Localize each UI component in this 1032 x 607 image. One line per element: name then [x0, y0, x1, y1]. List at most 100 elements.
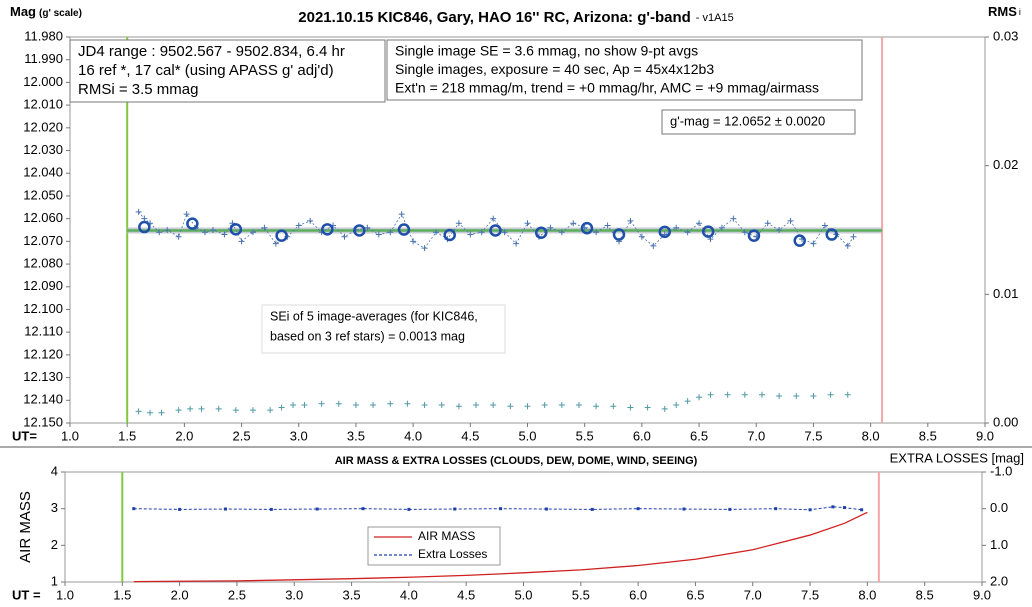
data-point [250, 229, 256, 236]
x-tick-label: 7.0 [747, 428, 765, 443]
data-point [370, 401, 377, 408]
y2-label: RMS [988, 4, 1017, 19]
data-point [644, 404, 651, 411]
data-point [490, 401, 497, 408]
data-point [793, 392, 800, 399]
y-axis-label: Mag (g' scale) [10, 4, 82, 19]
data-point [810, 392, 817, 399]
data-point [741, 391, 748, 398]
y-tick-label: 12.090 [23, 278, 63, 293]
data-point [558, 229, 565, 236]
x-tick-label: 1.0 [61, 428, 79, 443]
data-point [593, 403, 600, 410]
data-point [696, 220, 703, 227]
x-tick-label: 3.5 [343, 587, 361, 602]
data-point [318, 400, 325, 407]
data-point [844, 242, 851, 249]
x-tick-label: 7.0 [744, 587, 762, 602]
data-point [175, 407, 182, 414]
annotation-box [69, 39, 386, 103]
data-point [223, 507, 227, 511]
chart-title: 2021.10.15 KIC846, Gary, HAO 16'' RC, Ar… [298, 9, 733, 26]
y-tick-label: 12.150 [23, 414, 63, 429]
data-point [590, 507, 594, 511]
data-point [455, 220, 462, 227]
series-line [133, 511, 868, 583]
data-point [758, 391, 765, 398]
y-tick-label: 12.130 [23, 369, 63, 384]
y2-tick-label: 0.00 [993, 414, 1018, 429]
x-tick-label: 2.5 [228, 587, 246, 602]
x-tick-label: 1.5 [118, 428, 136, 443]
data-point [810, 240, 817, 247]
x-tick-label: 3.0 [290, 428, 308, 443]
data-point [410, 238, 417, 245]
data-point [570, 220, 577, 227]
y-tick-label: 12.000 [23, 74, 63, 89]
data-point [295, 222, 302, 229]
data-point [682, 507, 686, 511]
x-tick-label: 4.0 [404, 428, 422, 443]
data-point [135, 408, 142, 415]
x-tick-label: 4.5 [461, 428, 479, 443]
x-tick-label: 8.5 [916, 587, 934, 602]
y-tick-label: 2 [51, 537, 58, 552]
x-tick-label: 3.5 [347, 428, 365, 443]
data-point [315, 507, 319, 511]
legend-label: AIR MASS [418, 529, 475, 543]
data-point [627, 404, 634, 411]
data-point [507, 403, 514, 410]
data-point [261, 224, 268, 231]
data-point [215, 405, 222, 412]
data-point [352, 401, 359, 408]
x-tick-label: 4.0 [400, 587, 418, 602]
data-point [499, 507, 503, 511]
y-tick-label: 12.070 [23, 233, 63, 248]
data-point [421, 245, 428, 252]
x-tick-label: 6.5 [690, 428, 708, 443]
y-label-sub: (g' scale) [39, 8, 82, 19]
data-point [661, 405, 668, 412]
annotation-text: based on 3 ref stars) = 0.0013 mag [270, 329, 465, 343]
average-point [793, 234, 806, 247]
data-point [650, 242, 657, 249]
data-point [684, 398, 691, 405]
annotation-box [661, 109, 856, 135]
data-point [827, 391, 834, 398]
data-point [433, 229, 439, 236]
data-point [147, 409, 154, 416]
data-point [455, 403, 462, 410]
average-point [275, 229, 288, 242]
data-point [718, 224, 725, 231]
data-point [238, 238, 245, 245]
data-point [272, 240, 279, 247]
data-point [627, 217, 634, 224]
x-tick-label: 9.0 [976, 428, 994, 443]
data-point [478, 229, 485, 236]
data-point [513, 240, 520, 247]
data-point [361, 507, 365, 511]
data-point [707, 391, 714, 398]
data-point [387, 400, 394, 407]
x-tick-label: 6.0 [633, 428, 651, 443]
y-tick-label: 12.010 [23, 97, 63, 112]
data-point [132, 507, 136, 511]
data-point [467, 231, 474, 238]
data-point [787, 217, 794, 224]
x-tick-label: 3.0 [285, 587, 303, 602]
annotation-box [261, 304, 506, 354]
annotation-box [386, 39, 863, 101]
data-point [307, 217, 314, 224]
data-point [490, 215, 497, 222]
x-tick-label: 4.5 [457, 587, 475, 602]
x-tick-label: 8.0 [862, 428, 880, 443]
data-point [221, 231, 228, 238]
data-point [473, 401, 480, 408]
y-tick-label: 12.140 [23, 392, 63, 407]
y2-axis-label: EXTRA LOSSES [mag] [890, 450, 1024, 465]
data-point [776, 227, 783, 233]
data-point [808, 508, 812, 512]
y-tick-label: 12.040 [23, 165, 63, 180]
average-point [658, 225, 671, 239]
annotation-text: JD4 range : 9502.567 - 9502.834, 6.4 hr [78, 43, 345, 60]
